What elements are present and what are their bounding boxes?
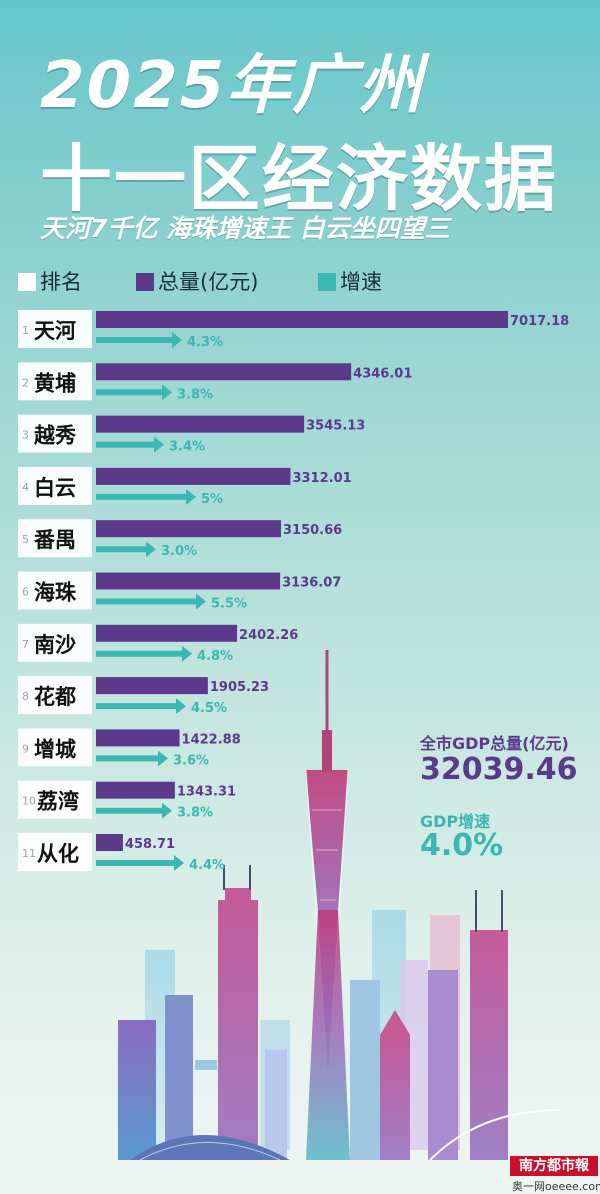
gdp-total-bar bbox=[96, 467, 291, 485]
growth-value: 5% bbox=[201, 492, 223, 507]
growth-value: 3.4% bbox=[169, 440, 205, 455]
growth-arrow bbox=[96, 384, 172, 401]
district-name: 黄埔 bbox=[34, 371, 76, 395]
site-watermark: 奥一网oeeee.com bbox=[512, 1180, 600, 1193]
gdp-total-value: 1422.88 bbox=[182, 732, 241, 747]
gdp-total-value: 2402.26 bbox=[239, 628, 298, 643]
gdp-total-value: 7017.18 bbox=[510, 314, 569, 329]
legend-item-total: 总量(亿元) bbox=[136, 266, 258, 296]
total-gdp-label: 全市GDP总量(亿元) bbox=[420, 734, 569, 753]
gdp-total-bar bbox=[96, 415, 305, 433]
district-name: 天河 bbox=[34, 319, 76, 343]
rank-number: 3 bbox=[22, 429, 29, 442]
growth-arrow bbox=[96, 593, 206, 610]
district-label-box bbox=[18, 310, 92, 348]
district-name: 花都 bbox=[34, 685, 76, 709]
growth-value: 3.6% bbox=[173, 753, 209, 768]
growth-arrow bbox=[96, 436, 164, 453]
district-name: 南沙 bbox=[34, 633, 76, 657]
district-label-box bbox=[18, 362, 92, 401]
rank-number: 1 bbox=[22, 324, 29, 337]
rank-number: 2 bbox=[22, 376, 29, 389]
rank-number: 5 bbox=[22, 533, 29, 546]
gdp-total-value: 1905.23 bbox=[210, 680, 269, 695]
growth-arrow bbox=[96, 698, 186, 715]
district-label-box bbox=[18, 571, 92, 610]
district-label-box bbox=[18, 676, 92, 715]
district-label-box bbox=[18, 728, 92, 767]
growth-value: 3.8% bbox=[177, 387, 213, 402]
gdp-total-bar bbox=[96, 834, 123, 851]
district-name: 从化 bbox=[37, 842, 79, 866]
gdp-total-bar bbox=[96, 363, 352, 381]
gdp-total-bar bbox=[96, 677, 208, 695]
legend-swatch-total bbox=[136, 273, 154, 291]
legend-growth-label: 增速 bbox=[340, 270, 382, 294]
legend-total-label: 总量(亿元) bbox=[158, 270, 259, 294]
gdp-growth-label: GDP增速 bbox=[420, 812, 491, 831]
gdp-total-bar bbox=[96, 572, 281, 590]
rank-number: 4 bbox=[22, 481, 29, 494]
gdp-total-bar bbox=[96, 624, 238, 642]
gdp-total-bar bbox=[96, 729, 180, 747]
growth-arrow bbox=[96, 750, 168, 767]
gdp-total-value: 3312.01 bbox=[292, 471, 351, 486]
district-name: 越秀 bbox=[33, 424, 76, 448]
total-gdp-value: 32039.46 bbox=[420, 752, 578, 787]
gdp-total-bar bbox=[96, 781, 175, 799]
title-line-1: 2025年广州 bbox=[40, 49, 425, 123]
gdp-total-value: 3136.07 bbox=[282, 576, 341, 591]
district-name: 荔湾 bbox=[37, 790, 79, 814]
gdp-total-value: 458.71 bbox=[125, 837, 175, 852]
growth-arrow bbox=[96, 541, 156, 558]
subtitle: 天河7千亿 海珠增速王 白云坐四望三 bbox=[40, 214, 450, 243]
rank-number: 8 bbox=[22, 690, 29, 703]
growth-value: 3.8% bbox=[177, 806, 213, 821]
district-label-box bbox=[18, 780, 92, 819]
legend-swatch-growth bbox=[318, 273, 336, 291]
district-name: 海珠 bbox=[34, 581, 77, 605]
growth-arrow bbox=[96, 802, 172, 819]
gdp-total-bar bbox=[96, 311, 508, 328]
gdp-total-value: 3545.13 bbox=[306, 419, 365, 434]
district-label-box bbox=[18, 519, 92, 558]
district-label-box bbox=[18, 833, 92, 871]
gdp-total-value: 3150.66 bbox=[283, 523, 342, 538]
growth-value: 5.5% bbox=[211, 597, 247, 612]
legend-rank-label: 排名 bbox=[40, 270, 82, 294]
legend-swatch-rank bbox=[18, 273, 36, 291]
growth-value: 4.4% bbox=[189, 858, 225, 873]
gdp-total-value: 4346.01 bbox=[353, 366, 412, 381]
growth-value: 3.0% bbox=[161, 544, 197, 559]
legend-item-growth: 增速 bbox=[318, 266, 382, 296]
legend-item-rank: 排名 bbox=[18, 266, 82, 296]
title-line-2: 十一区经济数据 bbox=[40, 137, 559, 221]
rank-number: 10 bbox=[22, 795, 36, 808]
rank-number: 7 bbox=[22, 638, 29, 651]
district-label-box bbox=[18, 466, 92, 505]
growth-arrow bbox=[96, 855, 184, 871]
district-name: 白云 bbox=[34, 476, 76, 500]
district-label-box bbox=[18, 623, 92, 662]
growth-arrow bbox=[96, 332, 182, 348]
district-name: 增城 bbox=[34, 737, 76, 761]
growth-value: 4.8% bbox=[197, 649, 233, 664]
rank-number: 11 bbox=[22, 847, 36, 860]
growth-arrow bbox=[96, 488, 196, 505]
gdp-total-bar bbox=[96, 520, 281, 538]
rank-number: 9 bbox=[22, 742, 29, 755]
newspaper-logo: 南方都市報 bbox=[510, 1156, 598, 1176]
district-name: 番禺 bbox=[33, 528, 76, 552]
district-label-box bbox=[18, 414, 92, 453]
gdp-growth-value: 4.0% bbox=[420, 828, 504, 863]
gdp-bar-chart: 1 天河 7017.18 4.3% 2 黄埔 4346.01 3.8% 3 越秀 3545.13 3.… bbox=[18, 310, 569, 873]
growth-value: 4.3% bbox=[187, 335, 223, 350]
rank-number: 6 bbox=[22, 586, 29, 599]
growth-value: 4.5% bbox=[191, 701, 227, 716]
city-skyline-illustration bbox=[0, 650, 600, 1194]
gdp-total-value: 1343.31 bbox=[177, 785, 236, 800]
growth-arrow bbox=[96, 645, 192, 662]
